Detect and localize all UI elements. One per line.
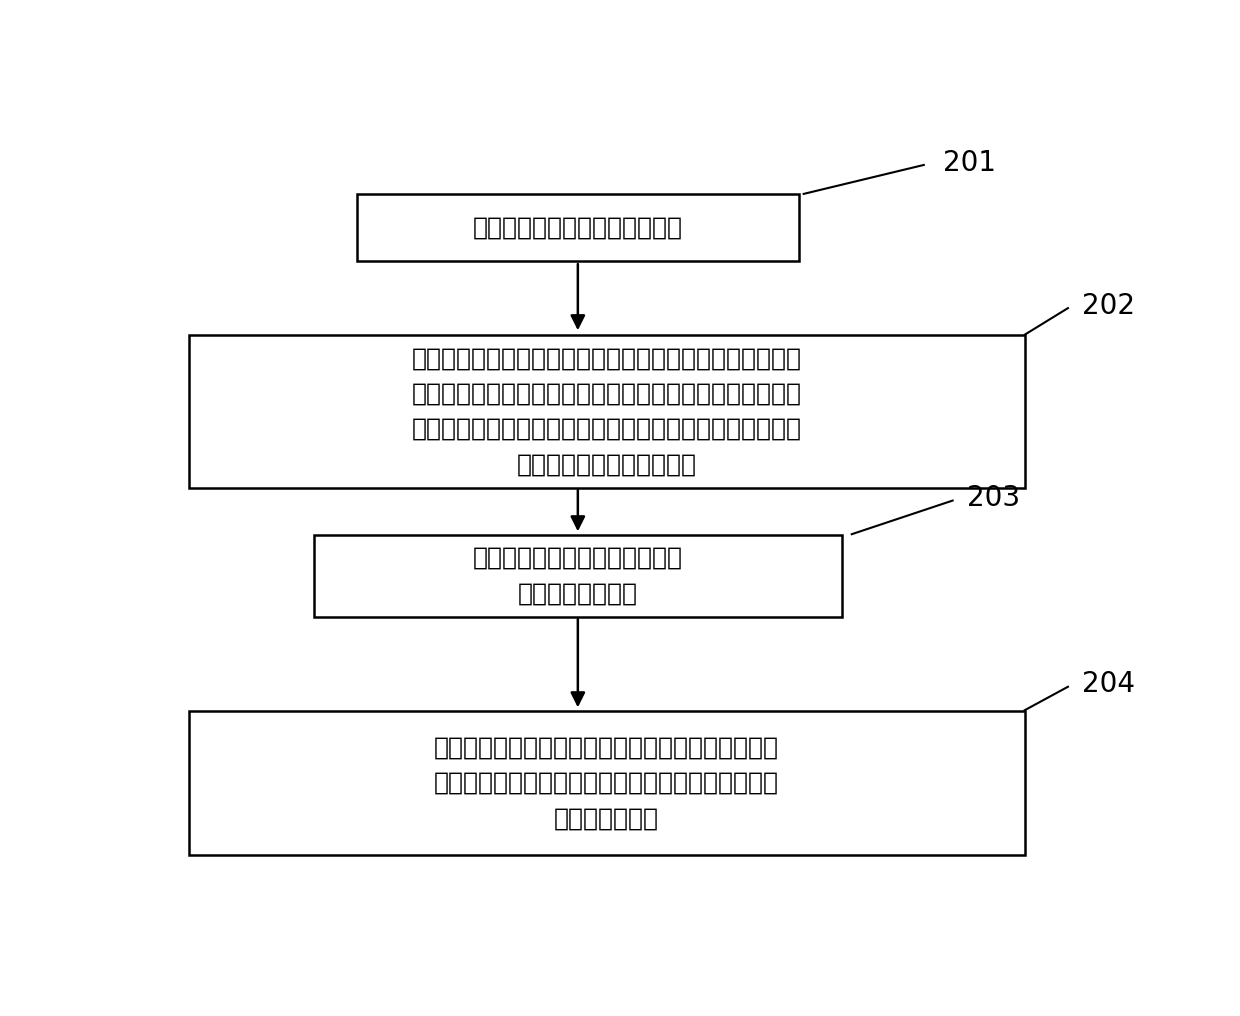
Text: 203: 203 <box>967 485 1021 512</box>
Text: 对所述预测输出图像中所有连通体进行体积大小排序；将所
有连通体中排序最前的至少一个连通体选取为有效连通体；
将所有连通体中除所述有效连通体之外的排序最前的至少一: 对所述预测输出图像中所有连通体进行体积大小排序；将所 有连通体中排序最前的至少一… <box>412 346 802 477</box>
Text: 204: 204 <box>1083 671 1136 698</box>
Text: 若经分析确定所述有效连通体和候选连通体可连接，
则执行对应的连接操作，以实现对所述预测输出图像
的分割断裂修复: 若经分析确定所述有效连通体和候选连通体可连接， 则执行对应的连接操作，以实现对所… <box>434 736 779 830</box>
Bar <box>188 335 1024 488</box>
Text: 获取冠脉分割体的预测输出图像: 获取冠脉分割体的预测输出图像 <box>472 215 683 240</box>
Bar <box>188 710 1024 855</box>
Text: 202: 202 <box>1083 292 1136 320</box>
Text: 对所述有效连通体和候选连通体
进行可连接性分析: 对所述有效连通体和候选连通体 进行可连接性分析 <box>472 546 683 606</box>
Bar <box>314 534 842 617</box>
Text: 201: 201 <box>942 148 996 177</box>
Bar <box>357 194 799 261</box>
